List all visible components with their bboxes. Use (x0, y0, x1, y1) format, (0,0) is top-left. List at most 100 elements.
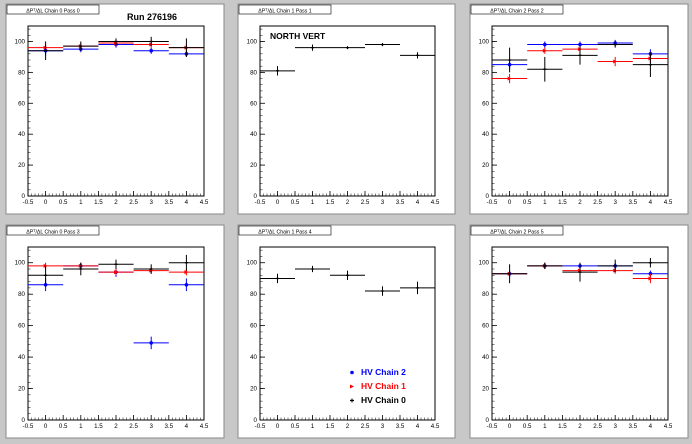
x-tick-label: 3 (149, 423, 153, 430)
x-tick-label: 2 (114, 199, 118, 206)
x-tick-label: 0 (276, 423, 280, 430)
y-tick-label: 80 (482, 69, 489, 76)
x-tick-label: 1 (543, 423, 547, 430)
legend-entry: HV Chain 0 (361, 395, 406, 405)
data-point-marker (149, 48, 153, 53)
y-tick-label: 80 (482, 291, 489, 298)
x-tick-label: 1 (543, 199, 547, 206)
x-tick-label: 4 (649, 423, 653, 430)
data-point-marker (184, 282, 189, 287)
histogram-title-box (470, 4, 564, 15)
data-point-marker (184, 270, 189, 275)
histogram-title: ΔPᵀ/ΔL Chain 1 Pass 4 (258, 229, 312, 235)
y-tick-label: 0 (254, 417, 258, 424)
x-tick-label: -0.5 (23, 199, 34, 206)
x-tick-label: 0 (44, 423, 48, 430)
x-tick-label: 4 (416, 199, 420, 206)
x-tick-label: 3 (149, 199, 153, 206)
x-tick-label: 4.5 (431, 423, 440, 430)
histogram-title: ΔPᵀ/ΔL Chain 0 Pass 0 (26, 8, 80, 14)
x-tick-label: 0.5 (291, 199, 300, 206)
y-tick-label: 100 (479, 38, 490, 45)
x-tick-label: 0.5 (523, 199, 532, 206)
x-tick-label: 1 (311, 423, 315, 430)
x-tick-label: 4.5 (664, 423, 673, 430)
panel-frame (469, 3, 689, 215)
histogram-title-box (238, 4, 332, 15)
y-tick-label: 40 (250, 354, 257, 361)
y-tick-label: 60 (18, 100, 25, 107)
histogram-title-box (238, 225, 332, 236)
y-tick-label: 40 (18, 131, 25, 138)
y-tick-label: 60 (482, 323, 489, 330)
data-point-marker (43, 282, 48, 287)
x-tick-label: 2.5 (129, 199, 138, 206)
panel-5: ΔPᵀ/ΔL Chain 1 Pass 4-0.5 0 0.5 1 1.5 2 2.5 3 3.… (237, 224, 456, 439)
x-tick-label: 3.5 (164, 423, 173, 430)
panel-frame (237, 224, 456, 439)
x-tick-label: 4 (185, 199, 189, 206)
x-tick-label: 3.5 (396, 199, 405, 206)
data-point-marker (613, 59, 618, 64)
panel-frame (469, 224, 689, 439)
x-tick-label: -0.5 (487, 423, 498, 430)
y-tick-label: 0 (486, 417, 490, 424)
histogram-title: ΔPᵀ/ΔL Chain 0 Pass 3 (26, 229, 80, 235)
y-tick-label: 40 (250, 131, 257, 138)
x-tick-label: 2 (578, 199, 582, 206)
y-tick-label: 100 (247, 260, 258, 267)
data-point-marker (507, 76, 512, 81)
legend-marker (350, 370, 354, 375)
y-tick-label: 80 (250, 69, 257, 76)
panel-1: ΔPᵀ/ΔL Chain 0 Pass 0-0.5 0 0.5 1 1.5 2 2.5 3 3.… (5, 3, 225, 215)
run-label: Run 276196 (127, 12, 177, 22)
x-tick-label: 0 (44, 199, 48, 206)
x-tick-label: 2 (346, 423, 350, 430)
legend-entry: HV Chain 2 (361, 367, 406, 377)
x-tick-label: 4 (416, 423, 420, 430)
x-tick-label: 3 (381, 199, 385, 206)
x-tick-label: -0.5 (487, 199, 498, 206)
x-tick-label: 1.5 (558, 199, 567, 206)
x-tick-label: -0.5 (255, 199, 266, 206)
panel-frame (5, 224, 225, 439)
histogram-title-box (6, 4, 100, 15)
x-tick-label: 1.5 (326, 199, 335, 206)
x-tick-label: 3.5 (628, 199, 637, 206)
y-tick-label: 0 (254, 193, 258, 200)
data-point-marker (578, 42, 582, 47)
x-tick-label: 1.5 (94, 199, 103, 206)
panel-2: ΔPᵀ/ΔL Chain 1 Pass 1-0.5 0 0.5 1 1.5 2 2.5 3 3.… (237, 3, 456, 215)
histogram-title: ΔPᵀ/ΔL Chain 1 Pass 1 (258, 8, 312, 14)
x-tick-label: 2 (346, 199, 350, 206)
x-tick-label: 0.5 (59, 199, 68, 206)
panel-3: ΔPᵀ/ΔL Chain 2 Pass 2-0.5 0 0.5 1 1.5 2 2.5 3 3.… (469, 3, 689, 215)
y-tick-label: 80 (250, 291, 257, 298)
y-tick-label: 60 (250, 323, 257, 330)
x-tick-label: 3 (613, 423, 617, 430)
x-tick-label: 3.5 (628, 423, 637, 430)
y-tick-label: 20 (250, 162, 257, 169)
region-label: NORTH VERT (270, 31, 326, 41)
y-tick-label: 60 (18, 323, 25, 330)
x-tick-label: 0.5 (59, 423, 68, 430)
y-tick-label: 0 (22, 417, 26, 424)
y-tick-label: 100 (15, 260, 26, 267)
x-tick-label: -0.5 (255, 423, 266, 430)
x-tick-label: 4 (649, 199, 653, 206)
x-tick-label: 4.5 (200, 423, 209, 430)
x-tick-label: 2 (114, 423, 118, 430)
data-point-marker (648, 276, 653, 281)
x-tick-label: 0 (508, 423, 512, 430)
x-tick-label: 1.5 (558, 423, 567, 430)
histogram-title-box (470, 225, 564, 236)
x-tick-label: 2.5 (361, 423, 370, 430)
x-tick-label: 3.5 (396, 423, 405, 430)
x-tick-label: 3 (613, 199, 617, 206)
x-tick-label: 2.5 (129, 423, 138, 430)
data-point-marker (114, 270, 118, 275)
y-tick-label: 20 (18, 386, 25, 393)
x-tick-label: 3.5 (164, 199, 173, 206)
panel-frame (5, 3, 225, 215)
